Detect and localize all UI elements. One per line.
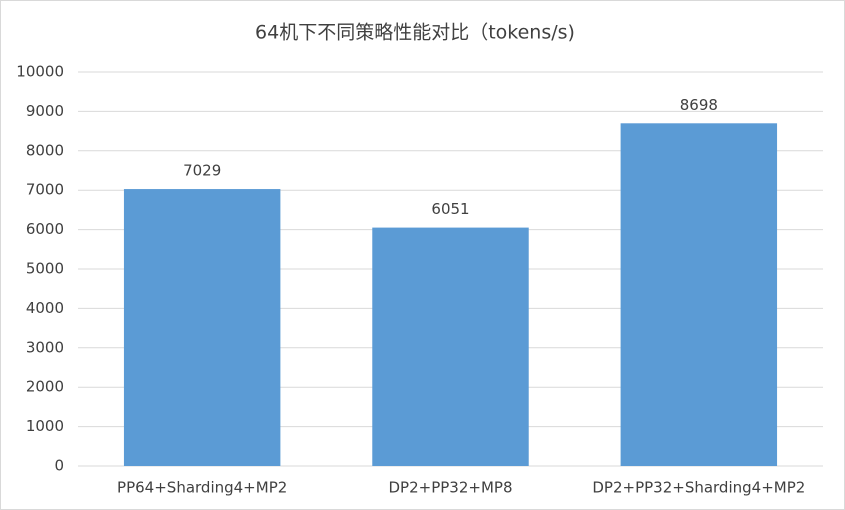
y-tick-label: 4000 bbox=[26, 299, 64, 317]
data-label: 6051 bbox=[431, 200, 469, 218]
x-tick-label: DP2+PP32+MP8 bbox=[389, 479, 513, 497]
y-tick-label: 5000 bbox=[26, 260, 64, 278]
y-tick-label: 10000 bbox=[16, 63, 64, 81]
y-tick-label: 6000 bbox=[26, 220, 64, 238]
chart-title: 64机下不同策略性能对比（tokens/s) bbox=[255, 22, 575, 44]
data-label: 7029 bbox=[183, 162, 221, 180]
bar bbox=[123, 189, 281, 466]
bar bbox=[620, 123, 778, 466]
x-tick-label: PP64+Sharding4+MP2 bbox=[117, 479, 287, 497]
y-tick-label: 9000 bbox=[26, 102, 64, 120]
y-tick-label: 8000 bbox=[26, 141, 64, 159]
bar bbox=[372, 227, 529, 466]
y-tick-label: 1000 bbox=[26, 417, 64, 435]
y-tick-label: 0 bbox=[54, 457, 64, 475]
y-tick-label: 3000 bbox=[26, 338, 64, 356]
data-label: 8698 bbox=[680, 96, 718, 114]
x-tick-label: DP2+PP32+Sharding4+MP2 bbox=[592, 479, 805, 497]
y-tick-label: 2000 bbox=[26, 378, 64, 396]
y-tick-label: 7000 bbox=[26, 181, 64, 199]
